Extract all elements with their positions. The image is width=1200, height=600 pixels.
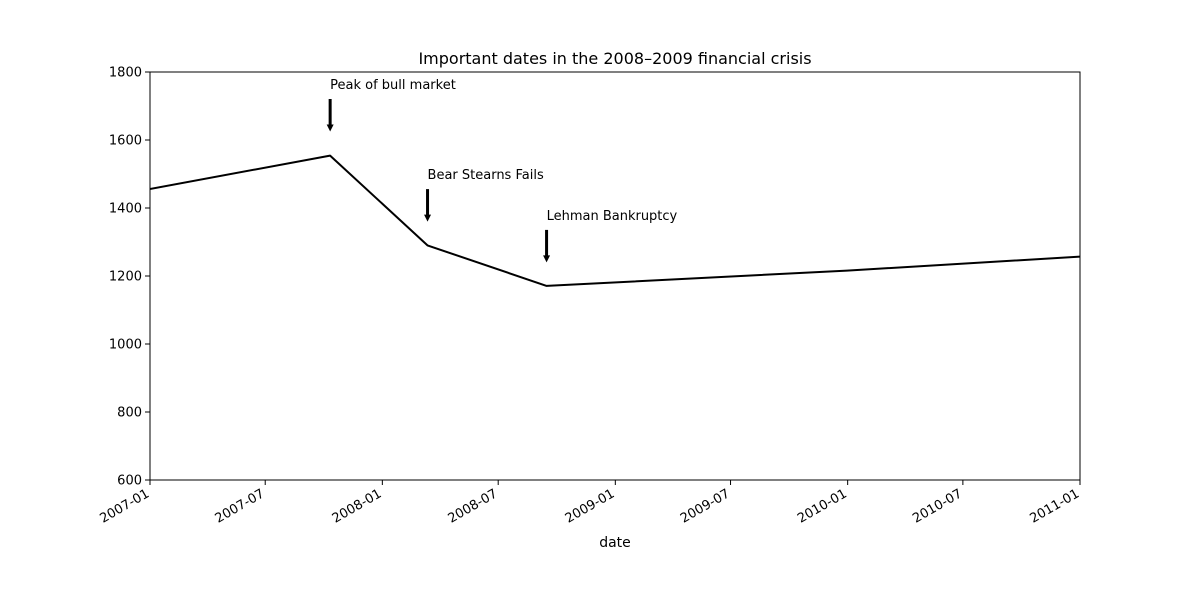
y-tick-label: 800 — [117, 406, 142, 421]
x-tick-label: 2010-07 — [910, 486, 965, 526]
x-tick-label: 2008-07 — [446, 486, 501, 526]
annotation-label: Lehman Bankruptcy — [547, 209, 678, 224]
axes-frame — [149, 71, 1081, 481]
x-tick-label: 2009-01 — [563, 486, 618, 526]
x-tick-label: 2007-01 — [97, 486, 152, 526]
annotation-arrow-head — [424, 214, 432, 222]
y-tick-label: 1600 — [109, 134, 142, 149]
annotation-label: Peak of bull market — [330, 78, 456, 93]
y-tick-label: 1400 — [109, 202, 142, 217]
x-axis-label: date — [599, 535, 631, 551]
series-line-0 — [150, 154, 1080, 287]
x-tick-label: 2007-07 — [213, 486, 268, 526]
chart-title: Important dates in the 2008–2009 financi… — [418, 49, 811, 68]
y-tick-label: 1200 — [109, 270, 142, 285]
x-tick-label: 2009-07 — [678, 486, 733, 526]
y-tick-label: 1800 — [109, 66, 142, 81]
x-tick-label: 2008-01 — [330, 486, 385, 526]
y-tick-label: 600 — [117, 474, 142, 489]
y-tick-label: 1000 — [109, 338, 142, 353]
x-tick-label: 2010-01 — [795, 486, 850, 526]
plot-area: 600 800 1000 1200 1400 1600 1800 2007-01 2007-07… — [97, 66, 1082, 527]
x-tick-label: 2011-01 — [1027, 486, 1082, 526]
annotation-label: Bear Stearns Fails — [428, 168, 544, 183]
annotation-arrow-head — [543, 255, 551, 263]
annotation-arrow-head — [326, 124, 334, 132]
